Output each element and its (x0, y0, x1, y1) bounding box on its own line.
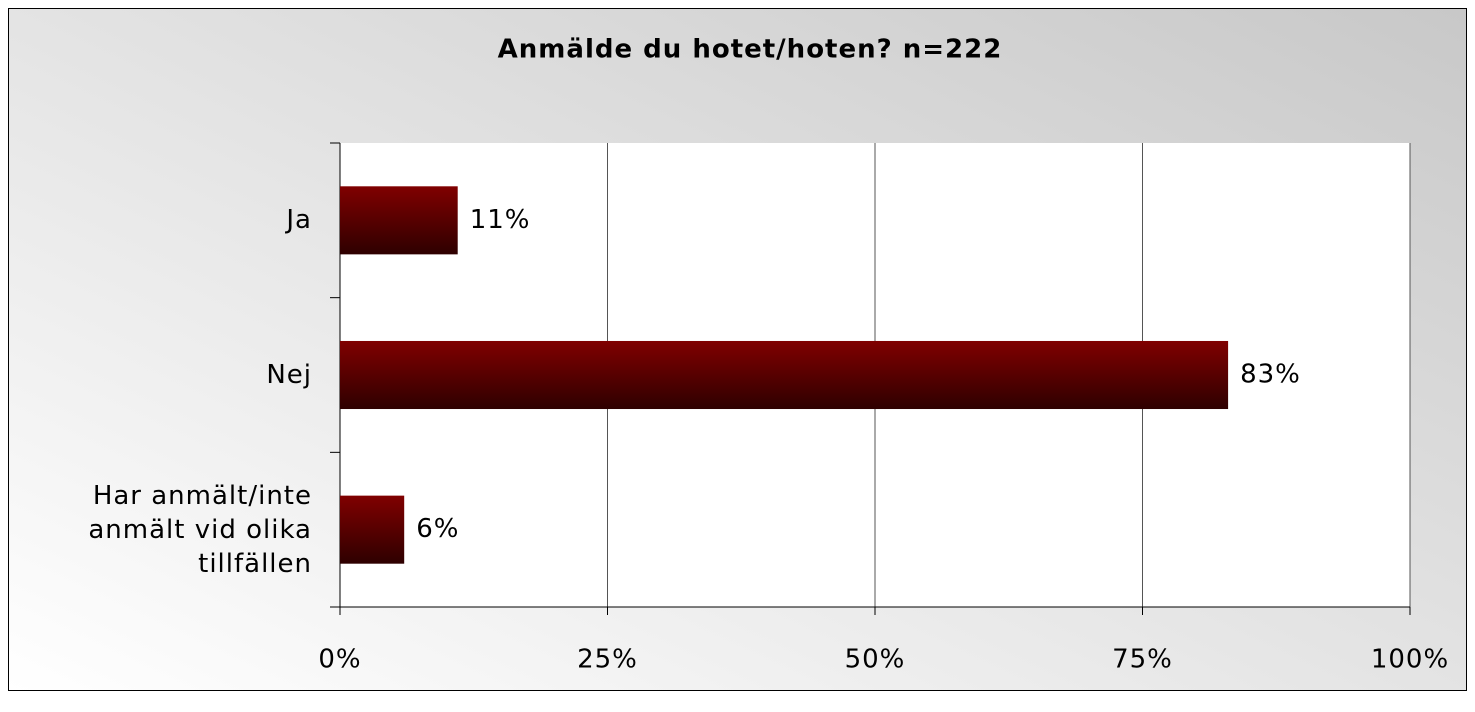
x-tick-label: 75% (1112, 645, 1173, 675)
category-label-box: Nej (266, 359, 312, 390)
y-tick-label: Nej (266, 359, 312, 390)
bar (340, 186, 458, 255)
value-label: 6% (416, 514, 459, 544)
category-label-box: Har anmält/inte anmält vid olika tillfäl… (88, 480, 312, 579)
y-tick-label: Har anmält/inte anmält vid olika tillfäl… (88, 480, 312, 579)
x-tick-label: 100% (1371, 645, 1449, 675)
x-tick-label: 50% (845, 645, 906, 675)
value-label: 83% (1240, 360, 1301, 390)
x-tick-label: 0% (318, 645, 361, 675)
bar (340, 340, 1229, 410)
bar (340, 495, 405, 564)
value-label: 11% (470, 205, 531, 235)
x-tick-label: 25% (577, 645, 638, 675)
chart-title: Anmälde du hotet/hoten? n=222 (498, 35, 1003, 65)
category-label-box: Ja (286, 205, 312, 236)
y-tick-label: Ja (286, 205, 312, 236)
